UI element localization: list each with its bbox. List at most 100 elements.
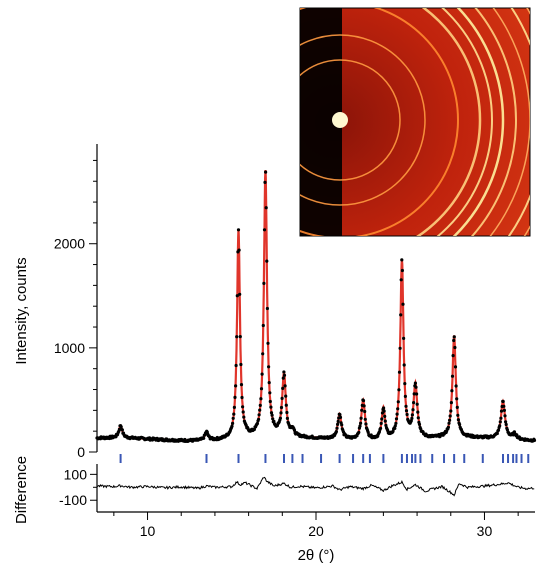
observed-point	[393, 424, 397, 428]
observed-point	[257, 417, 261, 421]
observed-point	[263, 180, 267, 184]
observed-point	[270, 413, 274, 417]
observed-point	[504, 420, 508, 424]
observed-point	[412, 401, 416, 405]
observed-point	[453, 365, 458, 369]
observed-point	[382, 406, 386, 410]
observed-point	[495, 431, 499, 436]
observed-point	[415, 392, 419, 396]
observed-point	[363, 417, 367, 421]
observed-point	[451, 354, 455, 358]
observed-point	[267, 365, 271, 369]
difference-curve	[96, 476, 535, 497]
observed-point	[449, 409, 453, 413]
observed-point	[399, 278, 403, 282]
diffraction-ring	[452, 8, 505, 236]
observed-point	[338, 413, 342, 417]
observed-point	[232, 405, 236, 409]
observed-point	[282, 370, 286, 374]
diffraction-ring	[470, 8, 517, 236]
diffraction-ring	[436, 8, 493, 236]
observed-point	[357, 430, 361, 434]
observed-point	[400, 268, 404, 273]
observed-point	[499, 409, 504, 413]
observed-point	[265, 259, 269, 263]
difference-y-ticks: 100 -100	[59, 466, 97, 508]
observed-point	[257, 413, 261, 417]
observed-point	[456, 413, 460, 417]
observed-point	[364, 422, 368, 426]
reflection-marks	[119, 454, 530, 463]
observed-point	[394, 421, 398, 425]
observed-point	[261, 323, 265, 328]
observed-point	[410, 413, 414, 417]
observed-point	[237, 248, 241, 252]
observed-point	[335, 426, 339, 430]
observed-point	[120, 428, 124, 432]
observed-point	[403, 382, 407, 386]
observed-point	[233, 395, 237, 399]
main-y-tick-label: 2000	[54, 236, 85, 252]
observed-point	[448, 418, 452, 422]
diffraction-ring	[300, 34, 426, 206]
observed-point	[239, 383, 244, 387]
observed-point	[409, 419, 413, 423]
observed-point	[340, 423, 344, 427]
observed-point	[397, 370, 402, 374]
observed-point	[450, 389, 454, 393]
observed-point	[399, 313, 403, 317]
observed-point	[450, 374, 455, 378]
observed-point	[455, 405, 459, 409]
observed-point	[338, 415, 343, 419]
observed-point	[502, 404, 506, 408]
observed-point	[404, 409, 409, 413]
observed-point	[336, 422, 340, 426]
observed-point	[238, 292, 242, 296]
diffraction-ring	[300, 8, 459, 236]
observed-point	[280, 396, 284, 400]
observed-point	[402, 363, 406, 367]
observed-point	[231, 421, 235, 425]
x-ticks: 10 20 30	[113, 512, 519, 539]
observed-point	[452, 338, 456, 343]
observed-point	[266, 341, 270, 345]
observed-point	[262, 281, 266, 285]
observed-point	[269, 411, 274, 415]
difference-y-tick-label: -100	[59, 492, 87, 508]
observed-point	[448, 414, 452, 418]
observed-point	[503, 414, 507, 418]
observed-point	[258, 403, 262, 407]
x-tick-label: 10	[140, 523, 156, 539]
observed-point	[532, 438, 537, 442]
observed-point	[496, 428, 501, 432]
observed-point	[363, 409, 367, 414]
observed-point	[394, 417, 399, 421]
observed-point	[278, 416, 282, 420]
observed-point	[453, 345, 457, 350]
observed-point	[446, 425, 450, 429]
observed-point	[262, 228, 267, 232]
observed-point	[416, 416, 420, 420]
observed-point	[411, 408, 415, 412]
observed-point	[264, 206, 268, 210]
observed-point	[379, 421, 383, 425]
observed-point	[455, 397, 459, 401]
observed-point	[259, 397, 263, 401]
observed-point	[361, 399, 366, 403]
x-tick-label: 30	[477, 523, 493, 539]
observed-point	[403, 394, 407, 398]
observed-point	[281, 386, 285, 390]
observed-point	[412, 392, 416, 396]
observed-point	[377, 430, 381, 434]
observed-point	[283, 384, 287, 388]
observed-point	[240, 395, 244, 400]
observed-point	[258, 408, 262, 412]
observed-point	[234, 363, 238, 368]
observed-point	[362, 404, 366, 408]
main-y-ticks: 0 1000 2000	[54, 159, 97, 460]
observed-point	[268, 399, 272, 404]
observed-point	[252, 427, 256, 431]
observed-point	[416, 410, 420, 414]
observed-point	[359, 421, 363, 425]
